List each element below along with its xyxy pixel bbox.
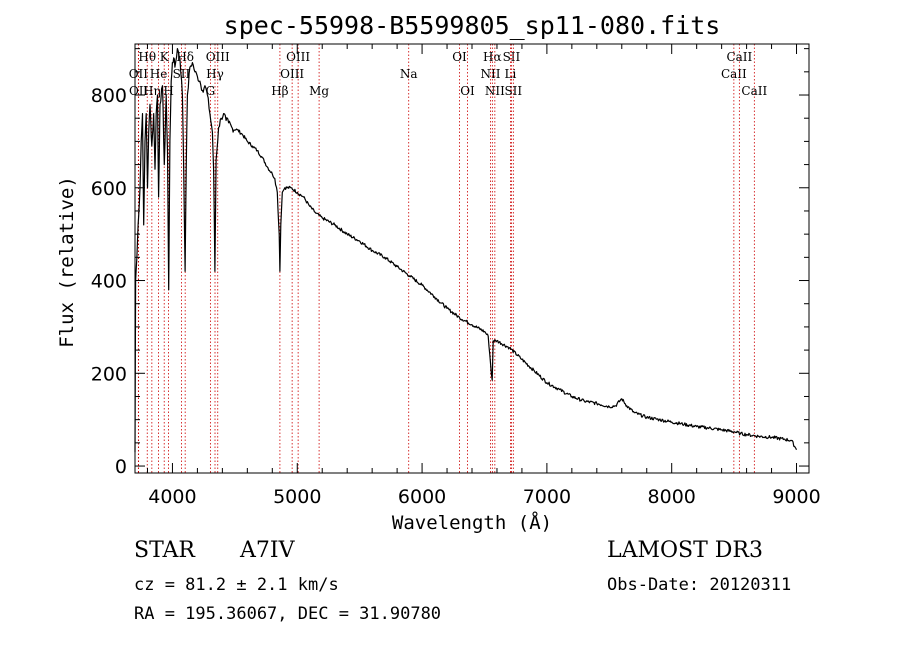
marker-label: SII [173,67,191,81]
marker-label: Hη [143,84,161,98]
marker-label: SII [503,50,521,64]
object-subclass: A7IV [240,538,295,563]
survey-name: LAMOST DR3 [607,538,763,563]
marker-label: OIII [286,50,310,64]
marker-label: G [206,84,216,98]
y-axis-label: Flux (relative) [56,176,78,348]
x-tick-label: 4000 [148,486,196,508]
marker-label: CaII [741,84,767,98]
axis-ticks: 4000 5000 6000 7000 8000 9000 0 200 400 600 800 [91,44,821,508]
y-tick-label: 0 [115,456,127,478]
spectrum-line [134,48,798,453]
marker-label: Li [505,67,517,81]
marker-label: Hα [483,50,502,64]
x-tick-label: 6000 [398,486,446,508]
marker-label: OI [460,84,475,98]
marker-label: Mg [309,84,329,98]
x-tick-label: 5000 [273,486,321,508]
spectral-line-markers: HθOIIOIIHηHeKHSIIHδGHγOIIIHβOIIIOIIIMgNa… [129,44,767,473]
marker-label: Hγ [206,67,224,81]
marker-label: OI [452,50,467,64]
y-tick-label: 600 [91,178,127,200]
marker-label: SII [504,84,522,98]
y-tick-label: 400 [91,271,127,293]
y-tick-label: 800 [91,85,127,107]
marker-label: He [150,67,168,81]
marker-label: Hβ [271,84,288,98]
redshift-value: cz = 81.2 ± 2.1 km/s [134,575,339,595]
object-class: STAR [134,538,195,563]
marker-label: NII [485,84,505,98]
marker-label: NII [480,67,500,81]
x-tick-label: 9000 [772,486,820,508]
observation-date: Obs-Date: 20120311 [607,575,792,595]
x-tick-label: 8000 [648,486,696,508]
marker-label: Na [400,67,418,81]
chart-title: spec-55998-B5599805_sp11-080.fits [224,11,721,40]
marker-label: OIII [280,67,304,81]
marker-label: CaII [726,50,752,64]
marker-label: OIII [206,50,230,64]
x-tick-label: 7000 [523,486,571,508]
plot-frame [134,43,810,474]
marker-label: CaII [721,67,747,81]
y-tick-label: 200 [91,363,127,385]
marker-label: K [160,50,170,64]
x-axis-label: Wavelength (Å) [392,511,552,534]
marker-label: Hδ [176,50,194,64]
coordinates: RA = 195.36067, DEC = 31.90780 [134,604,442,624]
marker-label: H [163,84,173,98]
marker-label: Hθ [138,50,156,64]
marker-label: OII [129,84,149,98]
marker-label: OII [129,67,149,81]
